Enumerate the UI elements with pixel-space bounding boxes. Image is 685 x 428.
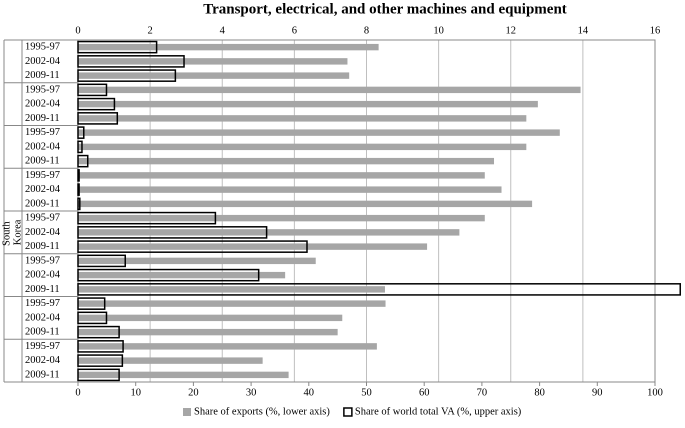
bar-outline xyxy=(77,354,124,367)
legend-swatch xyxy=(183,408,191,416)
bar-outline xyxy=(77,183,80,196)
bar xyxy=(78,286,385,293)
x2-tick-label: 14 xyxy=(578,25,589,36)
y-tick-label: 1995-97 xyxy=(25,255,60,266)
bar xyxy=(78,257,316,265)
bar xyxy=(78,172,485,179)
y-tick-label: 1995-97 xyxy=(25,341,60,352)
bar-outline xyxy=(77,211,217,225)
x2-tick-label: 4 xyxy=(220,25,226,36)
bar-outline xyxy=(77,97,116,111)
bar-outline xyxy=(77,325,120,339)
y-tick-label: 2002-04 xyxy=(25,141,61,152)
bar xyxy=(78,200,533,208)
bar xyxy=(78,129,560,136)
bar-outline xyxy=(77,254,126,268)
x-tick-label: 90 xyxy=(592,387,603,398)
bar xyxy=(78,100,538,108)
y-tick-label: 2009-11 xyxy=(25,369,60,380)
x-tick-label: 30 xyxy=(246,387,257,398)
bar-outline xyxy=(77,268,260,282)
bar-outline xyxy=(77,240,308,253)
group-label: South Korea xyxy=(2,219,24,246)
x-tick-label: 0 xyxy=(75,387,80,398)
bar xyxy=(78,214,485,222)
chart-title: Transport, electrical, and other machine… xyxy=(203,1,567,17)
bar xyxy=(78,43,379,51)
y-tick-label: 2002-04 xyxy=(25,270,61,281)
bar-outline xyxy=(77,140,83,154)
y-tick-label: 2009-11 xyxy=(25,327,60,338)
bar-outline xyxy=(77,368,120,382)
y-tick-label: 2009-11 xyxy=(25,113,60,124)
bar xyxy=(78,72,350,79)
y-tick-label: 2002-04 xyxy=(25,355,61,366)
x2-tick-label: 12 xyxy=(506,25,517,36)
y-tick-label: 1995-97 xyxy=(25,170,60,181)
bar-outline xyxy=(77,126,85,139)
x2-tick-label: 2 xyxy=(148,25,153,36)
y-tick-label: 1995-97 xyxy=(25,213,60,224)
bar-outline xyxy=(77,154,89,168)
bar xyxy=(78,300,386,307)
y-tick-label: 1995-97 xyxy=(25,42,60,53)
bar-outline xyxy=(77,340,124,353)
bar xyxy=(78,157,495,165)
bar xyxy=(78,58,348,65)
y-tick-label: 2009-11 xyxy=(25,70,60,81)
y-tick-label: 2002-04 xyxy=(25,56,61,67)
bar-outline xyxy=(77,297,106,310)
bar xyxy=(78,328,338,336)
bar xyxy=(78,229,460,236)
y-tick-label: 2009-11 xyxy=(25,241,60,252)
x-tick-label: 80 xyxy=(534,387,545,398)
y-tick-label: 2009-11 xyxy=(25,198,60,209)
x2-tick-label: 8 xyxy=(364,25,369,36)
legend-label: Share of world total VA (%, upper axis) xyxy=(355,406,522,417)
bar-outline xyxy=(77,55,185,68)
y-tick-label: 2002-04 xyxy=(25,227,61,238)
x2-tick-label: 0 xyxy=(75,25,80,36)
y-tick-label: 1995-97 xyxy=(25,298,60,309)
bar-outline xyxy=(77,40,158,54)
x-tick-label: 40 xyxy=(304,387,315,398)
bar-outline xyxy=(77,311,108,325)
bar xyxy=(78,86,581,94)
bar-outline xyxy=(77,197,81,211)
bar xyxy=(78,314,343,322)
bar xyxy=(78,143,527,151)
x-tick-label: 50 xyxy=(361,387,372,398)
x2-tick-label: 16 xyxy=(650,25,661,36)
legend-swatch xyxy=(343,407,353,417)
bar-outline xyxy=(77,226,268,239)
bar xyxy=(78,115,527,122)
bar-outline xyxy=(77,169,80,182)
x-tick-label: 100 xyxy=(647,387,663,398)
bar xyxy=(78,343,377,350)
x-tick-label: 70 xyxy=(477,387,488,398)
bar-outline xyxy=(77,283,681,296)
x2-tick-label: 10 xyxy=(433,25,444,36)
y-tick-label: 2002-04 xyxy=(25,99,61,110)
y-tick-label: 2002-04 xyxy=(25,312,61,323)
bar xyxy=(78,371,289,379)
x-tick-label: 20 xyxy=(188,387,199,398)
y-tick-label: 2009-11 xyxy=(25,284,60,295)
bar xyxy=(78,357,263,364)
y-tick-label: 1995-97 xyxy=(25,127,60,138)
bar-outline xyxy=(77,112,119,125)
legend-label: Share of exports (%, lower axis) xyxy=(194,406,330,417)
bar xyxy=(78,243,428,250)
x-tick-label: 10 xyxy=(130,387,141,398)
y-tick-label: 2002-04 xyxy=(25,184,61,195)
bar-outline xyxy=(77,83,108,97)
y-tick-label: 2009-11 xyxy=(25,156,60,167)
y-tick-label: 1995-97 xyxy=(25,84,60,95)
bar xyxy=(78,271,286,279)
bar-outline xyxy=(77,69,177,82)
x-tick-label: 60 xyxy=(419,387,430,398)
x2-tick-label: 6 xyxy=(292,25,297,36)
bar xyxy=(78,186,502,193)
